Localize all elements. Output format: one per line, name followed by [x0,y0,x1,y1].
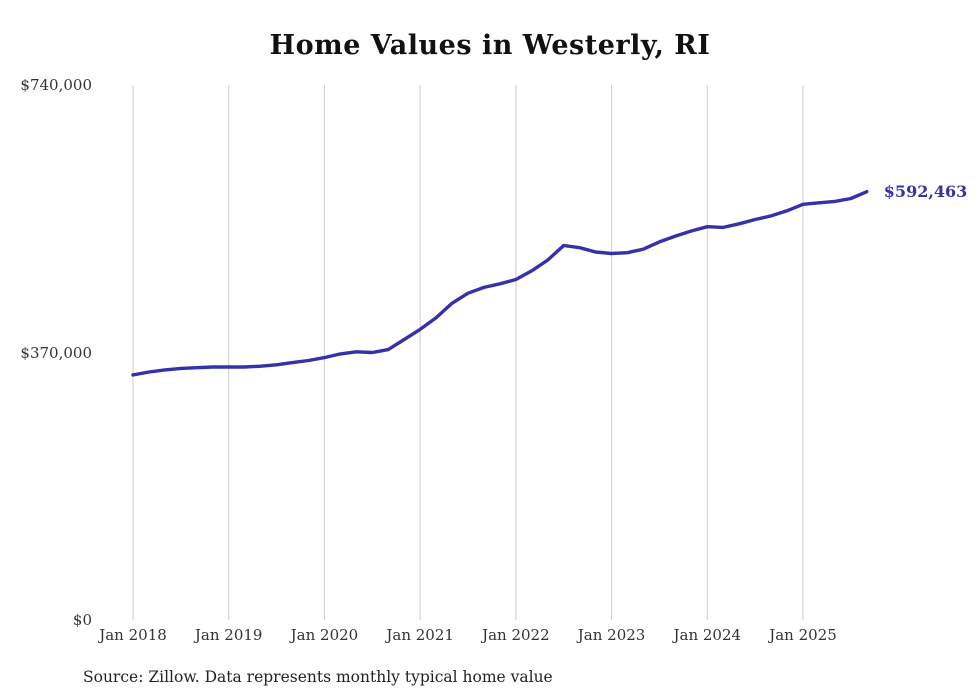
y-axis-tick-label: $740,000 [20,76,92,94]
x-axis-tick-label: Jan 2024 [673,626,742,644]
home-value-line [131,190,869,377]
x-axis-tick-label: Jan 2023 [577,626,646,644]
chart-title: Home Values in Westerly, RI [269,30,711,61]
y-axis-tick-label: $370,000 [20,343,92,362]
x-axis-tick-label: Jan 2025 [769,626,837,644]
latest-value-label: $592,463 [883,181,968,201]
y-axis-tick-label: $0 [72,611,92,629]
source-note: Source: Zillow. Data represents monthly … [83,668,553,686]
x-axis-tick-label: Jan 2020 [290,626,359,644]
x-axis-tick-label: Jan 2018 [99,626,167,644]
x-axis-tick-label: Jan 2021 [386,626,454,644]
x-axis-tick-label: Jan 2019 [194,626,263,644]
x-axis-tick-label: Jan 2022 [482,626,550,644]
